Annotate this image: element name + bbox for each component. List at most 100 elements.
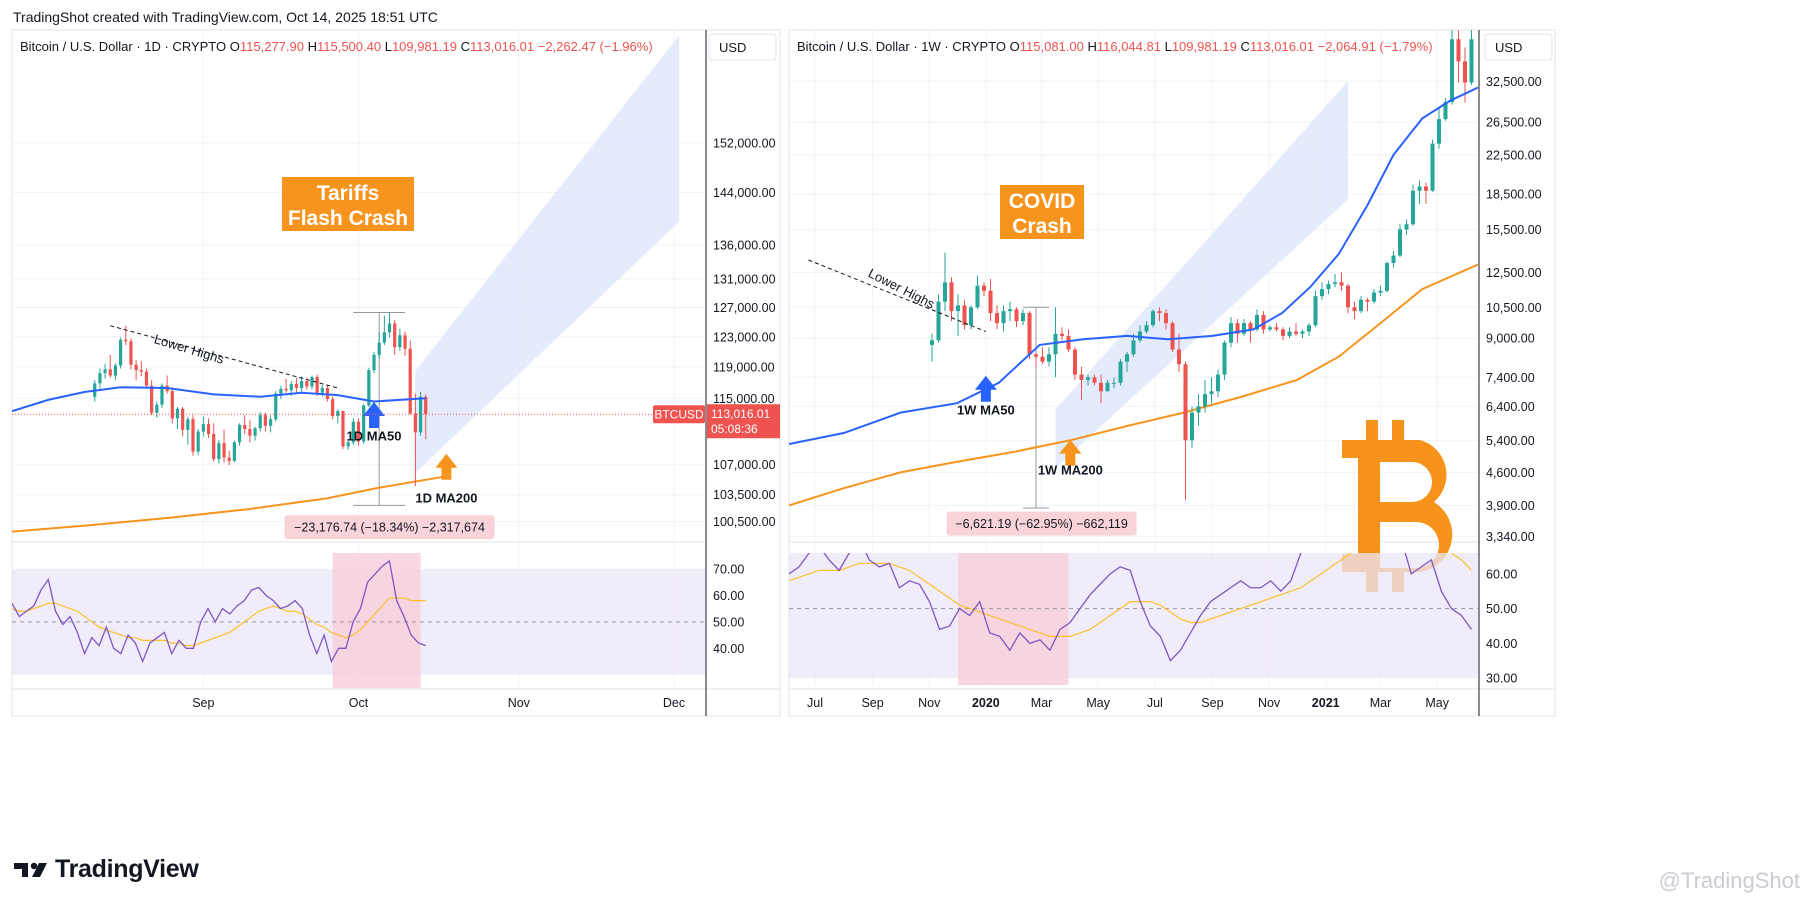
price-tick-label: 9,000.00 — [1486, 332, 1535, 346]
candle — [336, 409, 340, 424]
candle — [1267, 325, 1273, 332]
candle — [1248, 321, 1253, 343]
candle — [351, 418, 355, 445]
rsi-tick-label: 60.00 — [1486, 567, 1517, 581]
candle — [248, 420, 252, 443]
ma200-line — [12, 475, 447, 533]
price-tick-label: 22,500.00 — [1486, 148, 1542, 162]
candle — [206, 418, 211, 439]
ohlc-label: H — [308, 39, 317, 54]
time-tick-label: Sep — [861, 696, 883, 710]
ohlc-value: 113,016.01 — [1250, 39, 1318, 54]
callout-line-1: COVID — [1009, 190, 1076, 213]
price-tick-label: 10,500.00 — [1486, 301, 1542, 315]
ohlc-change: −2,262.47 (−1.96%) — [538, 39, 653, 54]
price-tick-label: 4,600.00 — [1486, 466, 1535, 480]
candle — [377, 332, 381, 359]
chart-title: Bitcoin / U.S. Dollar · 1W · CRYPTO O115… — [797, 39, 1433, 54]
tradingview-logo[interactable]: TradingView — [13, 855, 199, 884]
chart-title: Bitcoin / U.S. Dollar · 1D · CRYPTO O115… — [20, 39, 653, 54]
candle — [1046, 347, 1052, 367]
candle — [1293, 323, 1299, 336]
price-tick-label: 6,400.00 — [1486, 400, 1535, 414]
ohlc-value: 115,277.90 — [240, 39, 308, 54]
candle — [1202, 379, 1208, 413]
candle — [1456, 30, 1461, 83]
candle — [119, 337, 123, 369]
candle — [1072, 347, 1078, 380]
currency-button[interactable]: USD — [708, 33, 777, 61]
candle — [1384, 261, 1390, 293]
candle — [113, 363, 118, 381]
rsi-tick-label: 30.00 — [1486, 672, 1517, 686]
candle — [1183, 361, 1188, 501]
currency-button[interactable]: USD — [1484, 33, 1553, 61]
ohlc-label: L — [1165, 39, 1172, 54]
candle — [1163, 309, 1169, 330]
candle — [144, 368, 149, 389]
candle — [1410, 184, 1416, 226]
candle — [1085, 374, 1091, 386]
price-tick-label: 152,000.00 — [713, 137, 776, 151]
candle — [356, 418, 361, 446]
candle — [274, 391, 278, 422]
ohlc-label: O — [1010, 39, 1020, 54]
price-tick-label: 119,000.00 — [713, 361, 775, 375]
candle — [150, 380, 154, 416]
lower-highs-line — [110, 325, 338, 389]
last-price-value: 113,016.01 — [711, 407, 770, 421]
annotation-label: 1W MA50 — [957, 402, 1015, 417]
time-tick-label: Nov — [918, 696, 941, 710]
candle — [1319, 282, 1325, 300]
candle — [1215, 369, 1221, 398]
candle — [243, 415, 247, 434]
time-tick-label: Nov — [508, 696, 531, 710]
candle — [300, 376, 304, 393]
measure-text: −23,176.74 (−18.34%) −2,317,674 — [294, 521, 485, 535]
candle — [1027, 311, 1032, 360]
symbol-tag-label: BTCUSD — [654, 408, 704, 422]
candle — [1469, 30, 1474, 86]
candle — [1313, 290, 1318, 328]
candle — [1124, 351, 1130, 372]
candle — [1137, 325, 1143, 343]
time-tick-label: Jul — [807, 696, 823, 710]
candle — [155, 401, 159, 418]
candle — [1131, 333, 1136, 357]
ma50-line — [12, 386, 426, 413]
candle — [1339, 272, 1344, 291]
measure-text: −6,621.19 (−62.95%) −662,119 — [955, 517, 1128, 531]
ohlc-value: 115,500.40 — [317, 39, 385, 54]
candle — [1001, 305, 1006, 332]
candle — [284, 378, 288, 393]
author-watermark: @TradingShot — [1658, 868, 1800, 893]
candle — [403, 331, 407, 356]
time-tick-label: May — [1425, 696, 1449, 710]
candle — [268, 415, 273, 433]
candle — [201, 416, 205, 437]
chart-panel-1: 152,000.00 144,000.00 136,000.00 131,000.00… — [11, 29, 781, 717]
candle — [103, 363, 107, 379]
candle — [129, 338, 133, 370]
measure-label: −6,621.19 (−62.95%) −662,119 — [946, 511, 1137, 536]
candle — [1105, 379, 1110, 392]
candle — [124, 325, 128, 345]
candle — [1111, 377, 1117, 389]
candle — [1261, 311, 1266, 334]
time-tick-label: Sep — [192, 696, 214, 710]
price-tick-label: 3,340.00 — [1486, 530, 1535, 544]
currency-label: USD — [1495, 40, 1522, 55]
ma50-arrow — [974, 375, 997, 402]
candle — [1222, 340, 1227, 380]
callout-line-2: Flash Crash — [288, 207, 408, 230]
candle — [1423, 182, 1429, 204]
candle — [227, 450, 231, 466]
candle — [1332, 274, 1338, 288]
annotation-label: 1W MA200 — [1038, 463, 1103, 478]
candle — [315, 374, 319, 396]
candle — [222, 429, 226, 463]
ohlc-label: C — [1241, 39, 1250, 54]
time-tick-label: Oct — [349, 696, 369, 710]
